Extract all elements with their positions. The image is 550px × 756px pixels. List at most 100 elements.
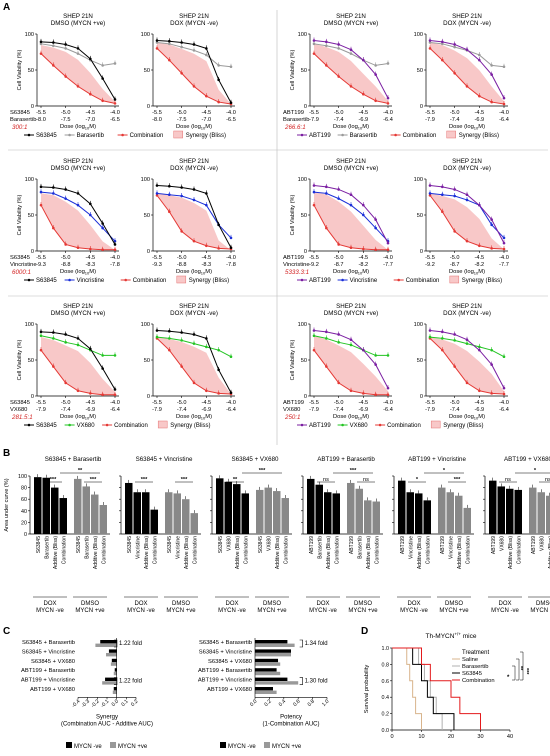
y-tick-label: 0 [24,532,27,538]
y-tick-label: 50 [144,68,150,74]
legend-marker [27,278,31,282]
x-axis-label: Dose (log10M) [176,414,212,421]
plot-subtitle: DMSO (MYCN +ve) [324,310,379,317]
group-label: MYCN +ve [166,608,196,614]
plot-title: SHEP 21N [63,13,93,20]
drug1-name: S63845 [10,110,30,116]
x-axis-label: Dose (log10M) [333,269,369,276]
bar-group-title: ABT199 + VX680 [504,456,550,463]
plot-title: SHEP 21N [179,13,209,20]
x-tick-label-drug2: -7.4 [61,407,71,413]
x-tick-label-drug2: -7.8 [110,262,120,268]
bar-category-label: Barasertib [44,536,50,559]
y-tick-label: 40 [21,509,27,515]
combo-bar [105,677,117,681]
x-tick-label-drug2: -7.4 [334,407,344,413]
bar-category-label: Combination [152,536,158,564]
drug2-point [386,354,390,357]
combination-point [337,381,340,385]
x-axis-label: Dose (log10M) [449,269,485,276]
x-tick-label-drug1: -4.0 [383,400,393,406]
panel-b: S63845 + Barasertib 0 20 40 60 80 100 Area unde… [0,448,550,623]
plot-title: SHEP 21N [336,303,366,310]
panel-letter-a: A [3,2,11,13]
bar-group-title: ABT199 + Barasertib [317,456,375,463]
combo-bar [100,640,117,644]
legend-swatch [220,742,226,748]
bar-category-label: S63845 [127,536,133,553]
y-tick-label: 0 [147,104,150,110]
fold-label: 1.22 fold [119,641,142,647]
x-axis-label: (1-Combination AUC) [262,721,319,727]
x-axis-label: Dose (log10M) [60,414,96,421]
y-tick-label: 0 [31,104,34,110]
bar-category-label: S63845 [76,536,82,553]
x-tick-label-drug2: -7.9 [425,407,435,413]
bar-category-label: Combination [243,536,249,564]
bar-category-label: Additive (Bliss) [144,536,150,569]
group-label: DOX [316,601,329,607]
fold-bracket [299,677,303,685]
y-tick-label: 0.8 [382,662,390,668]
group-label: DOX [498,601,511,607]
combination-label: S63845 + Barasertib [22,640,75,646]
legend-label: MYCN +ve [272,744,302,750]
legend-label: Synergy (Bliss) [459,133,499,139]
x-tick-label-drug2: -9.2 [309,262,319,268]
legend-marker [341,423,344,427]
legend-label: Combination [114,423,148,429]
bar-group-title: S63845 + Vincristine [136,456,193,463]
y-tick-label: 50 [28,358,34,364]
auc-bar [489,480,497,534]
bar-category-label: Vincristine [408,536,414,559]
x-tick-label-drug2: -6.5 [110,117,120,123]
group-label: MYCN -ve [309,608,337,614]
combination-point [478,389,481,393]
combo-bar [255,658,279,663]
sig-label: ** [233,477,238,483]
x-tick-label-drug1: -5.5 [425,255,435,261]
x-tick-label-drug2: -8.7 [334,262,344,268]
bar-group-title: S63845 + VX680 [232,456,280,463]
combo-bar [110,662,117,666]
combo-bar [255,653,291,657]
x-tick-label-drug1: -4.0 [110,400,120,406]
combo-bar [106,653,117,657]
legend-marker [300,133,304,137]
y-tick-label: 100 [18,474,27,480]
drug1-name: S63845 [10,400,30,406]
group-label: DMSO [263,601,281,607]
drug1-name: ABT199 [283,110,304,116]
auc-bar [142,492,150,534]
bar-category-label: Vincristine [175,536,181,559]
auc-bar [273,491,281,534]
synergy-area [314,192,388,250]
auc-bar [529,487,537,534]
combo-bar [108,649,117,653]
legend-marker [68,423,71,427]
legend-label: Combination [403,133,437,139]
legend-marker [397,278,401,282]
synergy-area [430,337,504,395]
legend-marker [68,133,71,137]
x-tick-label: -0.3 [81,699,92,710]
drug2-point [312,334,316,338]
combo-bar [114,668,117,672]
y-tick-label: 0 [304,104,307,110]
bar-category-label: Additive (Bliss) [235,536,241,569]
sig-label: ** [517,666,523,671]
sig-label: ns [363,477,369,483]
y-tick-label: 50 [144,213,150,219]
legend-marker [27,133,31,137]
drug2-point [325,337,328,340]
drug2-point [52,337,55,340]
x-tick-label-drug1: -4.0 [110,255,120,261]
x-tick-label-drug1: -5.0 [177,400,187,406]
x-tick-label-drug1: -5.0 [334,110,344,116]
x-tick-label-drug2: -9.3 [152,262,162,268]
legend-label: Synergy (Bliss) [189,278,229,284]
sig-bracket [512,665,516,681]
x-tick-label-drug1: -4.0 [226,255,236,261]
sig-label: ** [78,468,83,474]
bar-category-label: Additive (Bliss) [93,536,99,569]
